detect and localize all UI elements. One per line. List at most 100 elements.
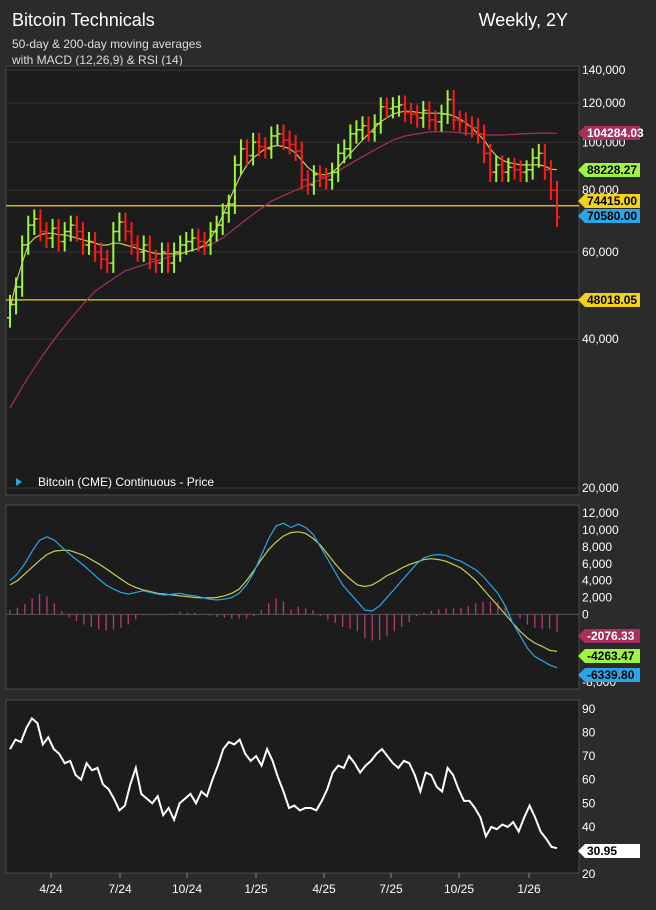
rsi-axis-tick-label: 70: [582, 749, 596, 763]
rsi-axis-tick-label: 90: [582, 702, 596, 716]
price-bar: [547, 160, 554, 201]
price-bar: [61, 222, 68, 252]
price-bar: [25, 215, 32, 255]
price-bar: [450, 90, 457, 130]
price-bar: [219, 203, 226, 236]
price-panel: [5, 65, 580, 496]
price-value-tag-box: [578, 293, 640, 307]
price-bar: [438, 104, 445, 132]
price-bar: [310, 165, 317, 195]
price-bar: [98, 242, 105, 270]
macd-axis-tick-label: 2,000: [582, 591, 612, 605]
price-bar: [298, 141, 305, 190]
price-bar: [511, 157, 518, 180]
price-value-tag-box: [578, 126, 640, 140]
price-axis-tick-label: 60,000: [582, 245, 619, 259]
price-value-tag: 48018.05: [587, 293, 637, 307]
rsi-axis-tick-label: 80: [582, 726, 596, 740]
price-bar: [268, 126, 275, 159]
price-bar: [444, 90, 451, 125]
price-bar: [329, 162, 336, 190]
price-bar: [414, 104, 421, 128]
price-bar: [213, 215, 220, 242]
rsi-axis-tick-label: 50: [582, 796, 596, 810]
price-bar: [140, 235, 147, 262]
price-bar: [37, 209, 44, 242]
price-bar: [371, 114, 378, 142]
price-bar: [43, 222, 50, 249]
price-bar: [383, 97, 390, 119]
price-bar: [134, 235, 141, 262]
price-bar: [189, 228, 196, 252]
price-bar: [158, 242, 165, 273]
price-bar: [456, 110, 463, 132]
price-bar: [359, 116, 366, 140]
price-bar: [13, 277, 20, 315]
macd-axis-tick-label: 8,000: [582, 540, 612, 554]
price-bar: [335, 143, 342, 183]
x-axis-tick-label: 4/25: [312, 882, 336, 896]
price-bar: [505, 157, 512, 183]
rsi-panel: [5, 699, 580, 874]
price-bar: [402, 95, 409, 123]
macd-signal-line: [9, 531, 558, 652]
price-bar: [171, 242, 178, 273]
price-bar: [316, 165, 323, 188]
rsi-value-tag: 30.95: [587, 844, 617, 858]
price-value-tag: 88228.27: [587, 163, 637, 177]
price-bar: [408, 102, 415, 125]
price-axis-tick-label: 80,000: [582, 183, 619, 197]
macd-value-tag: -6339.80: [587, 668, 635, 682]
price-bar: [353, 120, 360, 144]
price-bar: [116, 212, 123, 242]
price-axis-tick-label: 140,000: [582, 63, 626, 77]
x-axis: 4/24 7/24 10/24 1/25 4/25 7/25 10/25 1/26: [39, 873, 541, 896]
price-bar: [554, 180, 560, 228]
x-axis-tick-label: 7/25: [379, 882, 403, 896]
macd-line: [9, 522, 558, 669]
price-bar: [462, 112, 469, 136]
price-bar: [237, 139, 244, 175]
price-bar: [177, 235, 184, 262]
price-axis-tick-label: 120,000: [582, 96, 626, 110]
price-bar: [55, 218, 62, 252]
rsi-axis-tick-label: 20: [582, 867, 596, 881]
price-value-tag-box: [578, 163, 640, 177]
price-bar: [280, 124, 287, 151]
x-axis-tick-label: 1/26: [517, 882, 541, 896]
price-bar: [31, 209, 38, 236]
macd-axis-tick-label: 6,000: [582, 557, 612, 571]
price-value-tag: 70580.00: [587, 209, 637, 223]
price-bar: [67, 215, 74, 242]
price-bar: [207, 222, 214, 255]
x-axis-tick-label: 10/24: [172, 882, 202, 896]
price-bar: [347, 124, 354, 159]
price-bar: [286, 130, 293, 155]
price-bar: [304, 170, 311, 195]
x-axis-tick-label: 1/25: [244, 882, 268, 896]
price-bar: [541, 143, 548, 180]
price-bar: [79, 222, 86, 255]
price-bar: [377, 97, 384, 134]
price-bar: [499, 155, 506, 183]
price-bar: [426, 100, 433, 130]
price-bar: [468, 116, 475, 138]
macd-value-tag: -2076.33: [587, 629, 635, 643]
price-plot: 140,000120,000100,00080,00060,00040,0002…: [6, 63, 644, 495]
macd-value-tag-box: [578, 649, 640, 663]
price-bar: [122, 212, 129, 242]
price-bar: [365, 116, 372, 142]
price-bar: [92, 232, 99, 262]
macd-axis-tick-label: 10,000: [582, 523, 619, 537]
price-bar: [256, 132, 263, 157]
price-bar: [420, 100, 427, 128]
price-bar: [493, 155, 500, 183]
macd-axis-tick-label: 0: [582, 607, 589, 621]
price-bar: [323, 167, 330, 190]
price-bar: [487, 143, 494, 183]
macd-plot: 12,00010,0008,0006,0004,0002,0000-8,000-…: [6, 506, 640, 689]
macd-axis-tick-label: 4,000: [582, 574, 612, 588]
price-bar: [389, 97, 396, 119]
price-bar: [529, 148, 536, 180]
